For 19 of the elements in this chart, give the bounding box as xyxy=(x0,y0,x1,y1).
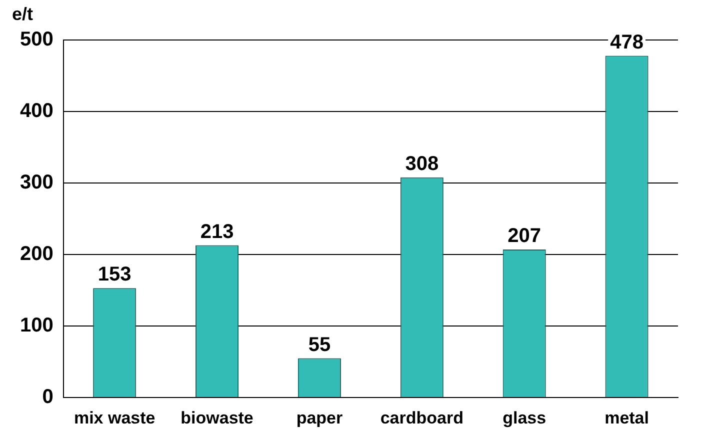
data-label: 207 xyxy=(508,225,542,248)
x-tick-label: cardboard xyxy=(380,408,464,428)
y-tick-label: 0 xyxy=(42,386,54,408)
x-tick-label: mix waste xyxy=(74,408,156,428)
x-tick-label: metal xyxy=(604,408,649,428)
data-label: 478 xyxy=(610,31,644,54)
x-tick-label: glass xyxy=(502,408,546,428)
x-tick-label: paper xyxy=(296,408,343,428)
data-label: 213 xyxy=(200,220,234,243)
y-tick-label: 100 xyxy=(20,314,54,337)
y-tick-label: 400 xyxy=(20,100,54,122)
data-label: 153 xyxy=(98,264,132,286)
y-tick-label: 500 xyxy=(20,28,54,51)
data-label: 308 xyxy=(405,152,439,175)
data-label: 55 xyxy=(308,334,331,356)
y-tick-label: 200 xyxy=(20,243,54,266)
y-axis-title: e/t xyxy=(12,4,34,24)
y-tick-label: 300 xyxy=(20,172,54,194)
x-tick-label: biowaste xyxy=(180,408,254,428)
